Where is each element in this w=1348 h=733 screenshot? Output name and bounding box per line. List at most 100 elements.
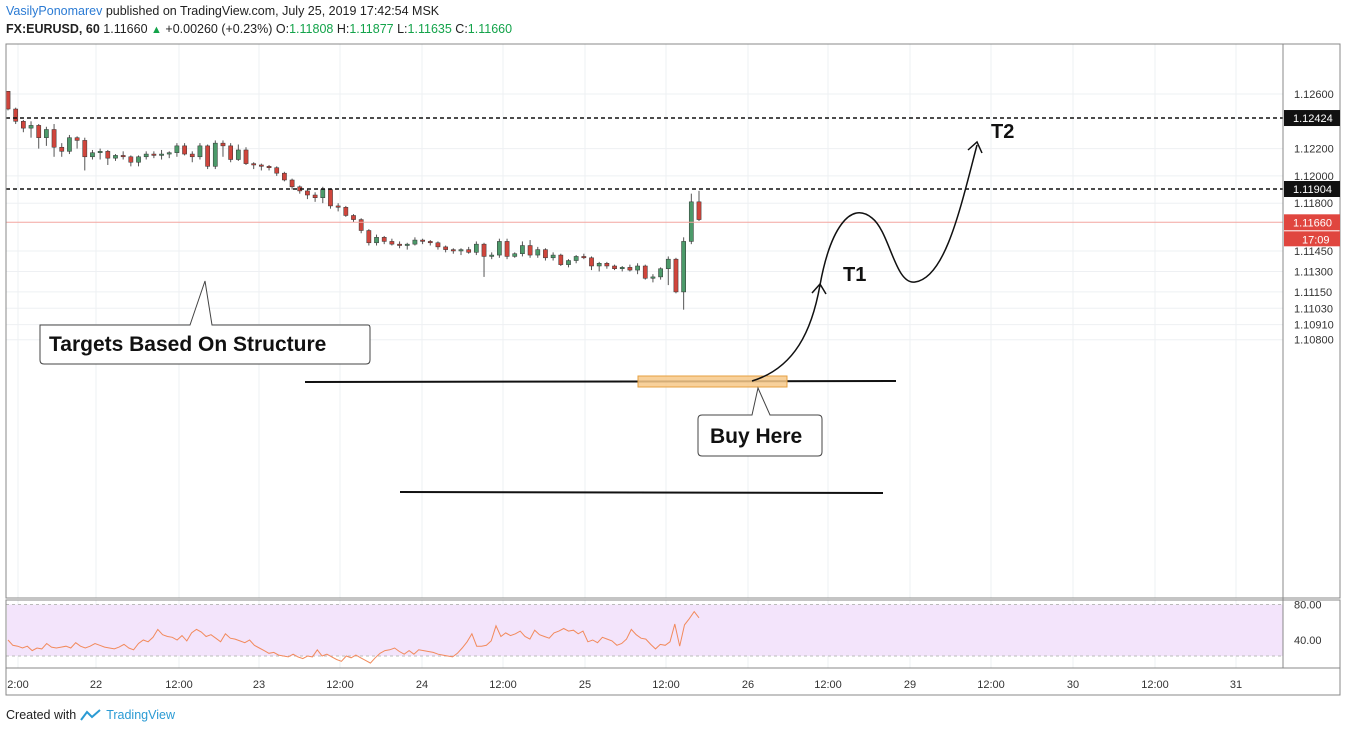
x-tick-label: 25	[579, 679, 591, 691]
candle-body	[159, 153, 164, 156]
lower-line	[399, 491, 884, 494]
candle-body	[535, 249, 541, 256]
candle-body	[581, 256, 587, 259]
candle-body	[673, 258, 679, 293]
close-value: 1.11660	[467, 22, 513, 36]
candle-body	[412, 239, 418, 245]
candle-body	[174, 145, 180, 153]
created-with-text: Created with	[6, 708, 77, 722]
y-tick-label: 1.11150	[1294, 287, 1332, 299]
candle-body	[558, 254, 564, 265]
candle-body	[44, 129, 49, 138]
candle-body	[243, 149, 249, 164]
candle-body	[220, 142, 226, 147]
candle-body	[374, 237, 379, 244]
candle-body	[665, 258, 671, 269]
candle-body	[36, 125, 42, 138]
candle-body	[389, 241, 395, 245]
candle-body	[328, 189, 333, 207]
arrowhead-t2-icon	[967, 140, 983, 154]
candle-body	[481, 243, 487, 257]
candle-body	[259, 164, 264, 167]
candle-body	[143, 153, 149, 158]
x-tick-label: 12:00	[1141, 679, 1169, 691]
candle-body	[274, 167, 280, 174]
y-tick-label: 1.11030	[1294, 303, 1333, 315]
y-tick-label: 1.11300	[1294, 266, 1333, 278]
publish-text: published on TradingView.com, July 25, 2…	[105, 4, 440, 18]
last-price: 1.11660	[103, 22, 148, 36]
candle-body	[543, 249, 548, 259]
candle-body	[182, 145, 187, 155]
candle-body	[658, 268, 663, 278]
y-tick-label: 1.10910	[1294, 320, 1334, 332]
candle-body	[596, 263, 602, 267]
x-tick-label: 22	[90, 679, 102, 691]
price-label-text: 1.11660	[1293, 217, 1332, 229]
candle-body	[151, 153, 157, 156]
candle-body	[51, 129, 57, 148]
rsi-band	[7, 604, 1283, 656]
x-tick-label: 24	[416, 679, 428, 691]
candle-body	[366, 230, 372, 244]
candle-body	[435, 242, 441, 248]
low-value: 1.11635	[407, 22, 452, 36]
candle-body	[205, 145, 210, 167]
price-label-text: 1.11904	[1293, 184, 1332, 196]
price-label-bg	[1284, 181, 1340, 198]
candle-body	[105, 151, 111, 159]
candle-body	[120, 155, 126, 158]
candle-body	[13, 108, 19, 122]
candle-body	[312, 194, 318, 198]
price-change: +0.00260 (+0.23%)	[165, 22, 273, 36]
candle-body	[235, 149, 241, 160]
candle-body	[566, 260, 571, 265]
candle-body	[28, 125, 34, 129]
y-tick-label: 1.11450	[1294, 246, 1333, 258]
buy-callout-text: Buy Here	[710, 425, 802, 448]
up-arrow-icon: ▲	[151, 24, 162, 36]
price-pane-frame	[5, 43, 1341, 599]
candle-body	[335, 205, 341, 208]
drawing-overlays	[6, 117, 1283, 494]
candle-body	[512, 253, 518, 257]
candle-body	[489, 254, 495, 257]
candle-body	[251, 163, 257, 166]
chart-grid	[6, 44, 1283, 668]
candle-body	[320, 189, 326, 198]
candle-body	[136, 156, 141, 163]
candle-body	[67, 137, 72, 152]
candle-body	[113, 155, 118, 159]
candles	[5, 91, 702, 310]
candle-body	[397, 243, 402, 246]
target-t2-label: T2	[991, 121, 1014, 143]
author-link[interactable]: VasilyPonomarev	[6, 4, 103, 18]
candle-body	[21, 121, 26, 129]
x-tick-label: 12:00	[652, 679, 680, 691]
candle-body	[635, 265, 640, 271]
candle-body	[166, 152, 172, 155]
candle-body	[404, 243, 410, 246]
candle-body	[212, 142, 218, 167]
candle-body	[289, 179, 295, 188]
candle-body	[189, 153, 195, 158]
candle-body	[358, 219, 364, 231]
x-tick-label: 12:00	[814, 679, 842, 691]
candle-body	[504, 241, 510, 257]
x-tick-label: 29	[904, 679, 916, 691]
rsi-tick-label: 40.00	[1294, 635, 1322, 647]
open-value: 1.11808	[289, 22, 334, 36]
tradingview-link[interactable]: TradingView	[106, 708, 175, 722]
candle-body	[627, 267, 633, 271]
candle-body	[420, 239, 425, 242]
candle-body	[642, 265, 648, 279]
arrowhead-t1-icon	[811, 282, 827, 295]
countdown-bg	[1284, 231, 1340, 247]
candle-body	[128, 156, 134, 163]
y-tick-label: 1.12000	[1294, 171, 1334, 183]
rsi-panel	[6, 604, 1283, 664]
symbol-info: FX:EURUSD, 60 1.11660 ▲ +0.00260 (+0.23%…	[6, 22, 512, 36]
candle-body	[612, 265, 617, 269]
candle-body	[305, 190, 310, 196]
